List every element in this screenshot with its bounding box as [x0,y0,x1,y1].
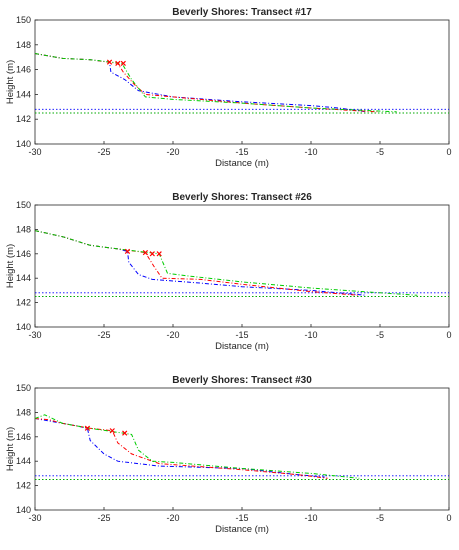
y-tick-label: 144 [16,456,31,466]
x-tick-label: -25 [97,330,110,340]
chart-title: Beverly Shores: Transect #26 [172,192,312,203]
y-tick-label: 144 [16,273,31,283]
y-tick-label: 142 [16,481,31,491]
data-marker [156,251,162,257]
y-tick-label: 146 [16,432,31,442]
x-tick-label: -5 [376,147,384,157]
y-tick-label: 140 [16,139,31,149]
series-line [34,418,328,479]
plot-area [34,19,450,145]
x-tick-label: -30 [28,147,41,157]
y-tick-label: 150 [16,15,31,25]
y-axis-label: Height (m) [5,244,16,288]
x-tick-label: -20 [166,330,179,340]
data-marker [84,425,91,431]
x-tick-label: -10 [304,513,317,523]
y-tick-label: 150 [16,200,31,210]
x-tick-label: -5 [376,513,384,523]
chart-title: Beverly Shores: Transect #30 [172,375,312,386]
chart-title: Beverly Shores: Transect #17 [172,7,312,18]
x-tick-label: -30 [28,330,41,340]
y-tick-label: 150 [16,383,31,393]
x-tick-label: -20 [166,147,179,157]
series-line [34,230,367,296]
plot-area [34,204,450,328]
x-tick-label: -25 [97,147,110,157]
x-tick-label: 0 [446,147,451,157]
data-marker [120,60,126,67]
x-tick-label: -15 [235,513,248,523]
y-tick-label: 140 [16,505,31,515]
plot-area [34,387,450,511]
data-marker [142,249,149,256]
y-tick-label: 148 [16,224,31,234]
data-marker [122,430,128,436]
x-tick-label: -10 [304,330,317,340]
y-axis-label: Height (m) [5,427,16,471]
x-tick-label: -5 [376,330,384,340]
x-tick-label: 0 [446,513,451,523]
x-tick-label: -20 [166,513,179,523]
x-axis-label: Distance (m) [215,158,269,169]
data-marker [149,251,155,257]
series-line [34,53,397,113]
x-tick-label: -25 [97,513,110,523]
y-tick-label: 148 [16,407,31,417]
data-marker [106,59,113,65]
series-line [34,414,360,479]
x-tick-label: -15 [235,147,248,157]
x-axis-label: Distance (m) [215,341,269,352]
data-marker [109,428,115,434]
series-line [34,230,418,296]
x-tick-label: -10 [304,147,317,157]
y-axis-label: Height (m) [5,60,16,104]
y-tick-label: 148 [16,40,31,50]
y-tick-label: 142 [16,114,31,124]
chart-3: -30 -25 -20 -15 -10 -5 0 140 142 144 146 148 150 Beve… [5,375,452,535]
chart-1: -30 -25 -20 -15 -10 -5 0 140 142 144 146 148 150 Beve… [5,7,452,169]
x-tick-label: -30 [28,513,41,523]
x-tick-label: 0 [446,330,451,340]
data-marker [115,60,121,67]
x-tick-label: -15 [235,330,248,340]
y-tick-label: 140 [16,322,31,332]
x-axis-label: Distance (m) [215,524,269,535]
y-tick-label: 144 [16,89,31,99]
y-tick-label: 142 [16,298,31,308]
y-tick-label: 146 [16,65,31,75]
chart-2: -30 -25 -20 -15 -10 -5 0 140 142 144 146 148 150 Beve… [5,192,452,352]
y-tick-label: 146 [16,249,31,259]
data-marker [124,248,131,254]
